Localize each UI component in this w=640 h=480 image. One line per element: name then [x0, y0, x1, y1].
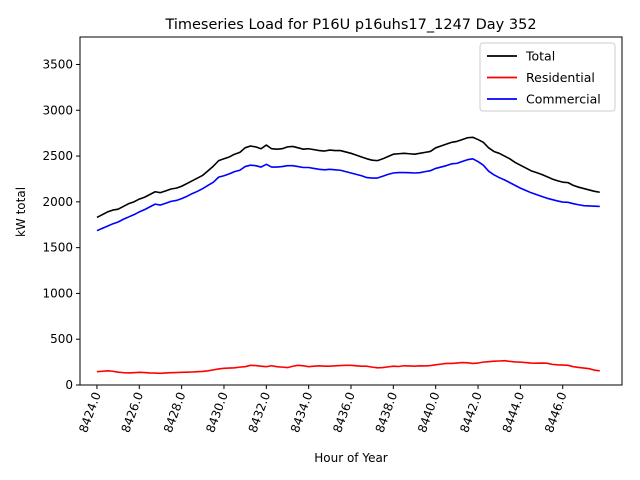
chart-title: Timeseries Load for P16U p16uhs17_1247 D…: [164, 17, 536, 33]
series-layer: [96, 136, 600, 375]
legend-label-residential: Residential: [526, 70, 595, 85]
y-tick-label: 2500: [42, 149, 73, 163]
plot-frame: [79, 36, 623, 386]
y-tick-label: 0: [65, 378, 73, 392]
y-axis-label: kW total: [14, 187, 28, 237]
legend-label-total: Total: [525, 49, 555, 64]
series-line-total: [96, 136, 600, 219]
x-axis-label: Hour of Year: [314, 451, 388, 465]
y-tick-label: 3000: [42, 103, 73, 117]
legend: Total Residential Commercial: [479, 42, 616, 112]
y-tick-label: 2000: [42, 195, 73, 209]
legend-box: [479, 42, 616, 112]
y-tick-label: 3500: [42, 57, 73, 71]
series-line-residential: [96, 359, 600, 375]
y-tick-label: 1000: [42, 286, 73, 300]
series-line-commercial: [96, 158, 600, 232]
y-tick-label: 1500: [42, 241, 73, 255]
legend-label-commercial: Commercial: [526, 92, 601, 107]
y-tick-label: 500: [50, 332, 73, 346]
